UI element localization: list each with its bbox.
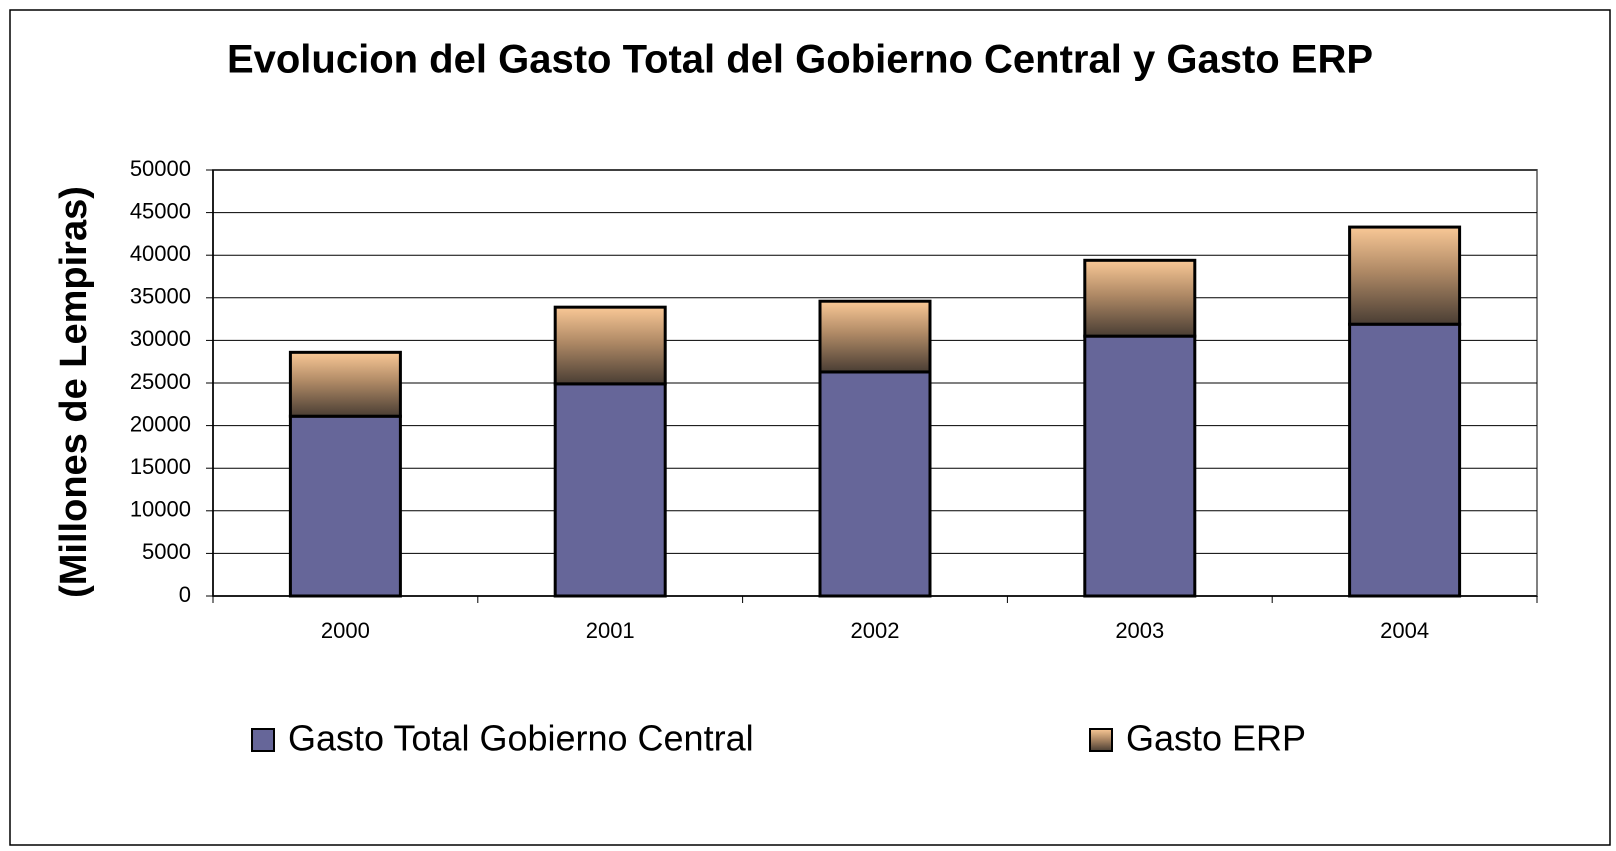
x-tick-label: 2004 — [1380, 618, 1429, 643]
y-tick-label: 25000 — [130, 369, 191, 394]
bar-segment — [1348, 225, 1462, 326]
legend-label: Gasto ERP — [1126, 718, 1306, 759]
y-tick-label: 50000 — [130, 156, 191, 181]
bar-segment — [288, 414, 402, 598]
y-tick-label: 0 — [179, 582, 191, 607]
y-tick-label: 40000 — [130, 241, 191, 266]
legend-label: Gasto Total Gobierno Central — [288, 718, 754, 759]
bar-segment — [818, 299, 932, 374]
x-tick-label: 2001 — [586, 618, 635, 643]
chart-title: Evolucion del Gasto Total del Gobierno C… — [227, 38, 1373, 82]
bar-segment — [553, 382, 667, 598]
y-tick-label: 45000 — [130, 198, 191, 223]
x-tick-label: 2002 — [851, 618, 900, 643]
x-tick-label: 2003 — [1115, 618, 1164, 643]
y-tick-label: 15000 — [130, 454, 191, 479]
bar-segment — [818, 370, 932, 598]
bar-segment — [288, 350, 402, 418]
y-tick-label: 20000 — [130, 411, 191, 436]
legend-swatch — [1089, 728, 1113, 752]
bar-segment — [1348, 322, 1462, 598]
bar-segment — [1083, 334, 1197, 598]
legend-swatch — [251, 728, 275, 752]
y-tick-label: 5000 — [142, 539, 191, 564]
y-tick-label: 30000 — [130, 326, 191, 351]
bar-segment — [1083, 258, 1197, 338]
x-tick-label: 2000 — [321, 618, 370, 643]
y-tick-label: 35000 — [130, 284, 191, 309]
y-axis-label: (Millones de Lempiras) — [53, 186, 95, 598]
y-tick-label: 10000 — [130, 497, 191, 522]
bar-segment — [553, 305, 667, 386]
